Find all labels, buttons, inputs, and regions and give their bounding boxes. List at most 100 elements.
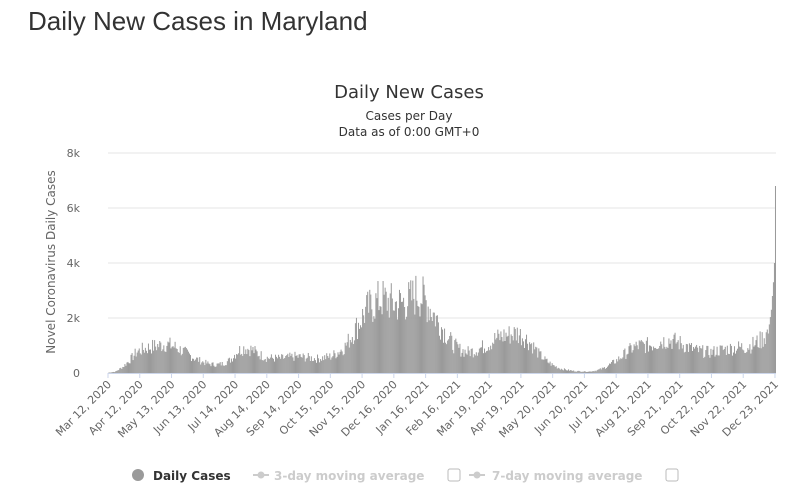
bar: [694, 348, 696, 373]
bar: [612, 360, 614, 373]
legend-item-7-day-moving-average[interactable]: 7-day moving average: [469, 468, 679, 483]
bar: [204, 365, 206, 373]
bar: [382, 281, 384, 373]
gridlines: [108, 152, 776, 319]
bar: [675, 343, 677, 373]
bar: [416, 300, 418, 373]
bar: [456, 341, 458, 373]
bar: [566, 370, 569, 373]
bar: [557, 367, 559, 373]
bar: [392, 310, 394, 373]
legend-7-day-checkbox[interactable]: [665, 468, 679, 482]
bar: [726, 345, 728, 373]
bar: [282, 354, 284, 373]
bar: [248, 350, 250, 373]
bar: [308, 356, 310, 373]
bar: [464, 349, 466, 373]
bar: [544, 356, 546, 373]
bar: [229, 362, 231, 373]
bar: [138, 348, 140, 373]
bar: [164, 351, 166, 373]
bar: [578, 370, 580, 373]
bar: [238, 353, 240, 373]
bar: [222, 365, 224, 373]
bar: [237, 354, 239, 373]
bar: [739, 346, 741, 373]
bar: [531, 343, 533, 373]
legend-item-daily-cases[interactable]: Daily Cases: [132, 469, 231, 483]
bar: [620, 358, 622, 373]
bar: [251, 350, 253, 373]
bar: [283, 358, 285, 373]
bar: [698, 352, 700, 373]
bar: [359, 328, 361, 373]
bar: [475, 352, 477, 373]
bar: [186, 349, 188, 373]
bar: [515, 340, 517, 373]
bar: [491, 349, 493, 373]
bar: [582, 371, 584, 373]
bar: [175, 348, 177, 373]
bar: [169, 337, 171, 373]
bar: [663, 337, 665, 373]
bar: [493, 343, 495, 373]
bar: [332, 356, 334, 373]
bar: [681, 348, 683, 373]
bar: [571, 370, 573, 373]
bar: [418, 306, 420, 373]
bar: [270, 354, 272, 373]
bar: [168, 342, 170, 373]
bar: [128, 363, 130, 373]
bar: [312, 360, 314, 373]
bar: [289, 352, 291, 373]
bar: [579, 371, 581, 373]
bar: [134, 348, 136, 373]
bar: [492, 342, 494, 373]
bar: [309, 360, 311, 373]
bar: [419, 316, 421, 373]
bar: [342, 355, 344, 373]
bar: [439, 339, 441, 373]
bar: [656, 348, 658, 373]
bar: [699, 345, 701, 373]
bar: [356, 339, 358, 373]
bar: [485, 352, 487, 373]
legend-3-day-checkbox[interactable]: [447, 468, 461, 482]
bar: [773, 263, 775, 373]
bar: [756, 335, 758, 373]
bar: [301, 357, 303, 373]
bar: [377, 281, 379, 373]
bar: [200, 364, 202, 373]
bar: [127, 361, 129, 373]
bar: [129, 363, 131, 373]
bar: [408, 282, 410, 373]
bar: [321, 360, 323, 373]
bar: [271, 357, 273, 373]
bar: [535, 346, 537, 373]
bar: [614, 363, 616, 373]
bar: [348, 347, 350, 373]
bar: [606, 366, 608, 373]
bar: [724, 346, 726, 373]
bar: [230, 358, 232, 373]
bar: [376, 298, 378, 373]
bar: [538, 348, 540, 373]
bar: [215, 366, 217, 373]
bar: [277, 358, 279, 373]
bar: [759, 331, 761, 373]
bar: [213, 365, 215, 373]
bar: [114, 372, 116, 373]
bar: [719, 345, 721, 373]
legend-item-3-day-moving-average[interactable]: 3-day moving average: [253, 468, 461, 483]
bar: [403, 297, 405, 373]
bar: [453, 353, 455, 373]
bar: [188, 353, 190, 373]
bar: [634, 346, 636, 373]
bar: [627, 353, 629, 373]
bar: [467, 346, 469, 373]
bar: [592, 371, 594, 373]
bar: [540, 351, 542, 373]
bar: [234, 354, 236, 373]
bar: [203, 362, 205, 373]
bar: [370, 294, 372, 373]
